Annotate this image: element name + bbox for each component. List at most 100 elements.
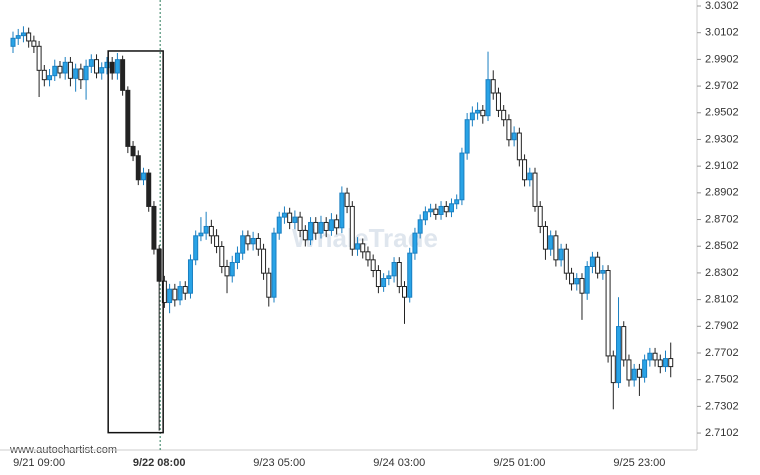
y-tick-label: 2.9302 [705,133,739,145]
candle-body [281,212,287,218]
y-tick-label: 2.7902 [705,320,739,332]
candle-body [605,270,611,357]
candle-body [67,61,73,79]
candle-body [652,352,658,361]
candle-body [459,152,465,201]
candle-body [584,266,590,294]
candle-body [323,221,329,231]
y-tick-label: 2.7702 [705,347,739,359]
candle-body [308,221,314,241]
candle-body [224,266,230,277]
y-tick-label: 3.0302 [705,0,739,12]
y-tick-label: 2.7102 [705,427,739,439]
x-tick-label: 9/24 03:00 [373,457,425,469]
candle-body [208,225,214,237]
candle-body [391,262,397,277]
candle-body [193,235,199,261]
x-tick-label: 9/21 09:00 [13,457,65,469]
candle-body [36,45,42,71]
candle-body [219,245,225,268]
candle-body [57,65,63,74]
candle-body [255,237,261,250]
candle-body [20,32,26,37]
candle-body [355,243,361,250]
candle-body [610,355,616,384]
candle-body [621,326,627,361]
candle-body [396,262,402,288]
candle-body [78,68,84,81]
candle-body [88,59,94,67]
candle-body [600,270,606,274]
candle-body [511,132,517,141]
candle-body [125,89,131,147]
candle-body [626,359,632,381]
y-tick-label: 2.8902 [705,187,739,199]
candle-body [480,109,486,117]
candle-body [516,132,522,161]
candle-body [292,216,298,223]
candle-body [52,65,58,77]
candle-body [443,205,449,213]
candle-body [26,32,32,42]
candle-body [501,109,507,121]
candle-body [141,172,146,181]
candle-body [167,288,173,304]
candle-body [616,326,622,384]
candle-body [172,288,178,301]
candle-body [386,275,392,280]
candle-body [636,368,642,378]
candle-body [381,278,387,288]
candle-body [548,235,554,250]
candle-body [109,61,115,74]
candle-body [407,252,413,298]
candle-body [234,252,240,263]
candle-body [668,358,674,368]
y-tick-label: 2.8702 [705,213,739,225]
candle-body [417,219,423,234]
candle-body [287,212,293,223]
candle-body [506,119,512,141]
candle-body [595,256,601,274]
candle-body [114,59,120,74]
y-tick-label: 2.9102 [705,160,739,172]
candle-body [271,232,277,298]
candle-body [62,61,68,74]
candle-body [130,145,136,157]
candle-body [454,199,460,205]
candle-body [339,192,345,229]
candle-body [422,211,428,221]
candle-body [135,155,141,181]
y-tick-label: 2.9902 [705,53,739,65]
y-tick-label: 2.7302 [705,400,739,412]
y-tick-label: 2.8302 [705,267,739,279]
candle-body [537,205,543,227]
y-tick-label: 2.8102 [705,294,739,306]
candle-body [563,248,569,274]
candle-body [464,119,470,154]
candle-body [360,243,366,253]
y-tick-label: 2.7502 [705,374,739,386]
candle-body [527,172,533,181]
candle-body [240,235,246,254]
candle-body [495,92,501,111]
candle-body [542,225,548,250]
candle-body [104,61,110,69]
candle-body [574,278,580,285]
x-tick-label: 9/25 01:00 [493,457,545,469]
y-tick-label: 2.9702 [705,80,739,92]
y-tick-label: 3.0102 [705,27,739,39]
candle-body [579,278,585,294]
candle-body [370,259,376,272]
candle-body [589,256,595,268]
candle-body [663,358,668,368]
candle-body [146,172,152,207]
candle-body [261,248,267,274]
x-tick-label: 9/25 23:00 [613,457,665,469]
candle-body [522,159,528,181]
candle-body [344,192,350,207]
x-tick-label: 9/22 08:00 [133,457,186,469]
candle-body [10,37,16,47]
candle-body [365,251,371,261]
candle-body [156,248,162,282]
y-tick-label: 2.8502 [705,240,739,252]
